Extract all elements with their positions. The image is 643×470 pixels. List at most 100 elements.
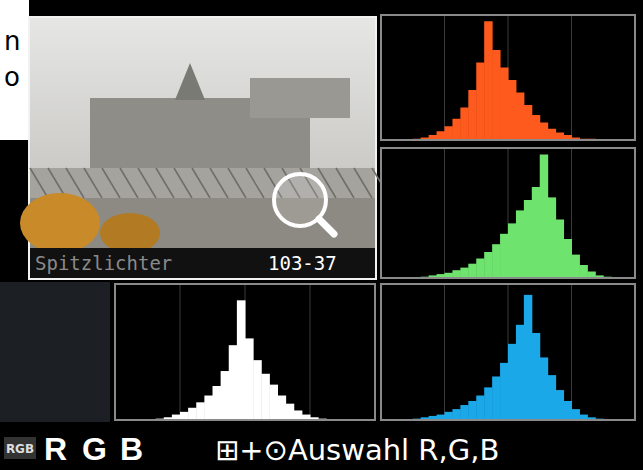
grid-line — [571, 284, 572, 420]
grid-line — [571, 15, 572, 140]
histogram-bar — [540, 123, 548, 141]
bars — [421, 155, 612, 279]
histogram-bar — [468, 401, 476, 420]
histogram-bar — [221, 371, 230, 420]
histogram-bar — [460, 268, 468, 278]
histogram-bar — [572, 409, 580, 420]
histogram-bar — [204, 396, 213, 420]
plot-frame — [381, 284, 635, 420]
plot-background — [381, 15, 635, 140]
histogram-bar — [484, 387, 492, 420]
histogram-bar — [286, 404, 295, 420]
histogram-bar — [196, 402, 205, 420]
edge-letter: n — [4, 26, 20, 56]
bars — [413, 21, 596, 140]
histogram-bar — [564, 401, 572, 420]
histogram-bar — [460, 108, 468, 141]
plot-frame — [381, 148, 635, 278]
histogram-bar — [532, 115, 540, 140]
lattice-strut — [120, 168, 138, 198]
histogram-bar — [484, 252, 492, 278]
histogram-bar — [180, 412, 189, 420]
histogram-bar — [516, 93, 524, 141]
mode-badge — [4, 437, 36, 459]
histogram-bar — [532, 333, 540, 420]
edge-letter: o — [4, 62, 20, 92]
histogram-bar — [524, 295, 532, 420]
histogram-bar — [572, 255, 580, 278]
grid-line — [180, 284, 181, 420]
red-histogram — [381, 15, 635, 140]
footer-bar — [0, 425, 643, 470]
lattice-strut — [336, 168, 354, 198]
trees — [20, 193, 100, 253]
channel-label: G — [82, 431, 107, 467]
lattice-strut — [84, 168, 102, 198]
histogram-bar — [245, 338, 254, 420]
histogram-bar — [508, 223, 516, 278]
histogram-bar — [500, 68, 508, 141]
histogram-bar — [278, 396, 287, 420]
histogram-bar — [564, 239, 572, 278]
footer-hint: ⊞+⊙Auswahl R,G,B — [215, 433, 499, 467]
histogram-bar — [508, 80, 516, 140]
luminance-histogram — [115, 284, 375, 420]
histogram-bar — [452, 270, 460, 278]
histogram-bar — [524, 200, 532, 278]
histogram-bar — [468, 90, 476, 140]
plot-background — [115, 284, 375, 420]
lattice-strut — [66, 168, 84, 198]
histogram-bar — [579, 265, 587, 278]
histogram-bar — [556, 390, 564, 420]
histogram-bar — [540, 155, 548, 279]
trees — [100, 213, 160, 253]
photo-caption: Spitzlichter — [35, 252, 172, 274]
histogram-bar — [492, 244, 500, 278]
histogram-bar — [237, 300, 246, 420]
histogram-bar — [460, 405, 468, 420]
histogram-bar — [476, 63, 484, 141]
plot-frame — [381, 15, 635, 140]
histogram-bar — [476, 396, 484, 420]
histogram-bar — [452, 409, 460, 420]
histogram-bar — [476, 259, 484, 279]
histogram-bar — [516, 210, 524, 278]
histogram-bar — [548, 375, 556, 420]
histogram-bar — [492, 50, 500, 140]
lattice-strut — [138, 168, 156, 198]
magnifier-icon — [274, 174, 334, 234]
histogram-bar — [188, 408, 197, 420]
histogram-bar — [229, 345, 238, 420]
channel-label: R — [44, 431, 67, 467]
histogram-bar — [452, 119, 460, 140]
grid-line — [444, 148, 445, 278]
channel-label: B — [120, 431, 143, 467]
roof-right — [250, 78, 350, 118]
blue-histogram — [381, 284, 635, 420]
empty-area — [0, 282, 110, 422]
photo-number: 103-37 — [268, 252, 337, 274]
histogram-bar — [500, 234, 508, 278]
lattice-strut — [174, 168, 192, 198]
histogram-bar — [540, 357, 548, 420]
histogram-bar — [269, 385, 278, 420]
lattice-strut — [210, 168, 228, 198]
histogram-bar — [213, 386, 222, 420]
green-histogram — [381, 148, 635, 278]
histogram-bar — [516, 325, 524, 420]
lattice-strut — [30, 168, 48, 198]
histogram-bar — [548, 197, 556, 278]
plot-frame — [115, 284, 375, 420]
mode-label: RGB — [6, 442, 34, 456]
histogram-bar — [524, 105, 532, 140]
page-edge — [0, 0, 29, 140]
histogram-bar — [468, 264, 476, 278]
histogram-bar — [484, 21, 492, 140]
plot-background — [381, 284, 635, 420]
lattice-strut — [102, 168, 120, 198]
photo — [20, 16, 390, 280]
histogram-bar — [532, 187, 540, 278]
grid-line — [444, 15, 445, 140]
lattice-strut — [228, 168, 246, 198]
histogram-bar — [437, 131, 445, 140]
